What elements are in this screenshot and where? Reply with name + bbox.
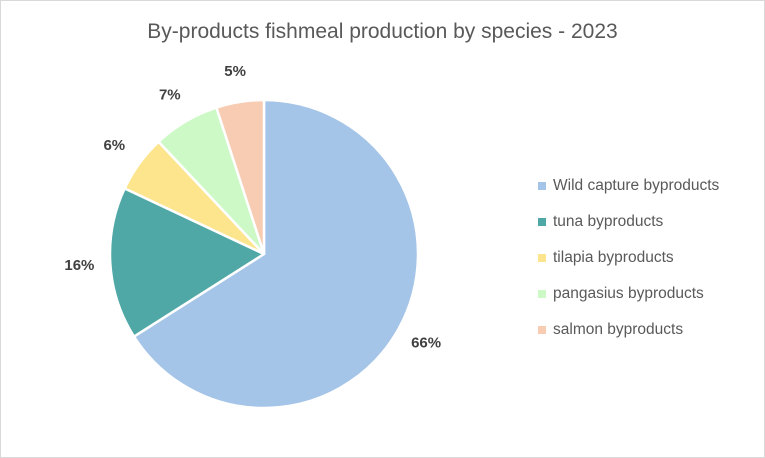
legend-item-tilapia-byproducts: tilapia byproducts <box>538 240 719 276</box>
legend-item-pangasius-byproducts: pangasius byproducts <box>538 276 719 312</box>
legend-item-tuna-byproducts: tuna byproducts <box>538 204 719 240</box>
legend-label: salmon byproducts <box>553 321 684 338</box>
legend: Wild capture byproducts tuna byproducts ti… <box>538 168 719 348</box>
data-label-salmon-byproducts: 5% <box>224 63 246 80</box>
legend-swatch <box>538 254 546 262</box>
legend-label: pangasius byproducts <box>553 285 704 302</box>
data-label-tuna-byproducts: 16% <box>64 257 94 274</box>
legend-label: Wild capture byproducts <box>553 177 720 194</box>
chart-title: By-products fishmeal production by speci… <box>147 20 618 43</box>
legend-swatch <box>538 290 546 298</box>
data-label-pangasius-byproducts: 7% <box>159 86 181 103</box>
legend-item-wild-capture-byproducts: Wild capture byproducts <box>538 168 719 204</box>
pie-slice-wild-capture-byproducts <box>132 98 420 410</box>
legend-item-salmon-byproducts: salmon byproducts <box>538 312 719 348</box>
legend-label: tilapia byproducts <box>553 249 674 266</box>
data-label-tilapia-byproducts: 6% <box>103 137 125 154</box>
pie-slice-salmon-byproducts <box>215 98 266 256</box>
data-label-wild-capture-byproducts: 66% <box>411 335 441 352</box>
legend-swatch <box>538 218 546 226</box>
legend-swatch <box>538 326 546 334</box>
legend-swatch <box>538 182 546 190</box>
legend-label: tuna byproducts <box>553 213 664 230</box>
pie-slice-tuna-byproducts <box>108 187 266 338</box>
